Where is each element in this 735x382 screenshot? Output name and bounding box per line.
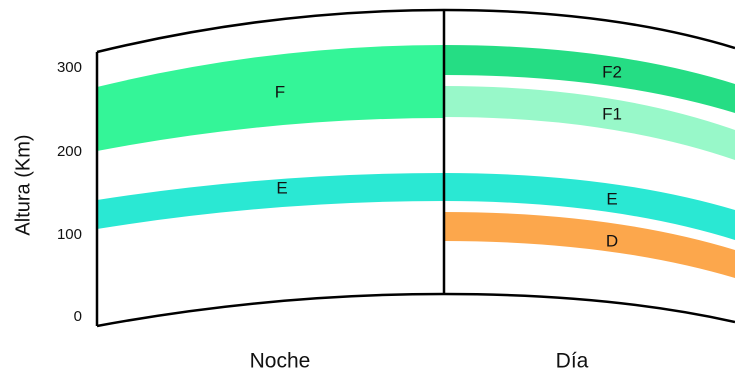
day-d-label: D	[606, 231, 618, 250]
altitude-tick-300: 300	[57, 59, 82, 76]
day-e-layer-band	[444, 173, 735, 240]
night-f-layer-band	[97, 45, 444, 151]
night-e-layer-band	[97, 173, 444, 229]
day-caption: Día	[556, 350, 589, 373]
earth-surface-boundary	[96, 292, 735, 328]
night-caption: Noche	[250, 350, 311, 373]
day-e-label: E	[606, 189, 617, 208]
day-d-layer-band	[444, 212, 735, 278]
altitude-tick-100: 100	[57, 226, 82, 243]
night-f-label: F	[275, 82, 285, 101]
day-f1-label: F1	[602, 104, 622, 123]
altitude-tick-0: 0	[74, 308, 82, 325]
day-f1-layer-band	[444, 86, 735, 160]
day-f2-label: F2	[602, 62, 622, 81]
day-f2-layer-band	[444, 45, 735, 113]
altitude-tick-200: 200	[57, 143, 82, 160]
night-e-label: E	[276, 178, 287, 197]
altitude-axis-label: Altura (Km)	[12, 134, 34, 235]
